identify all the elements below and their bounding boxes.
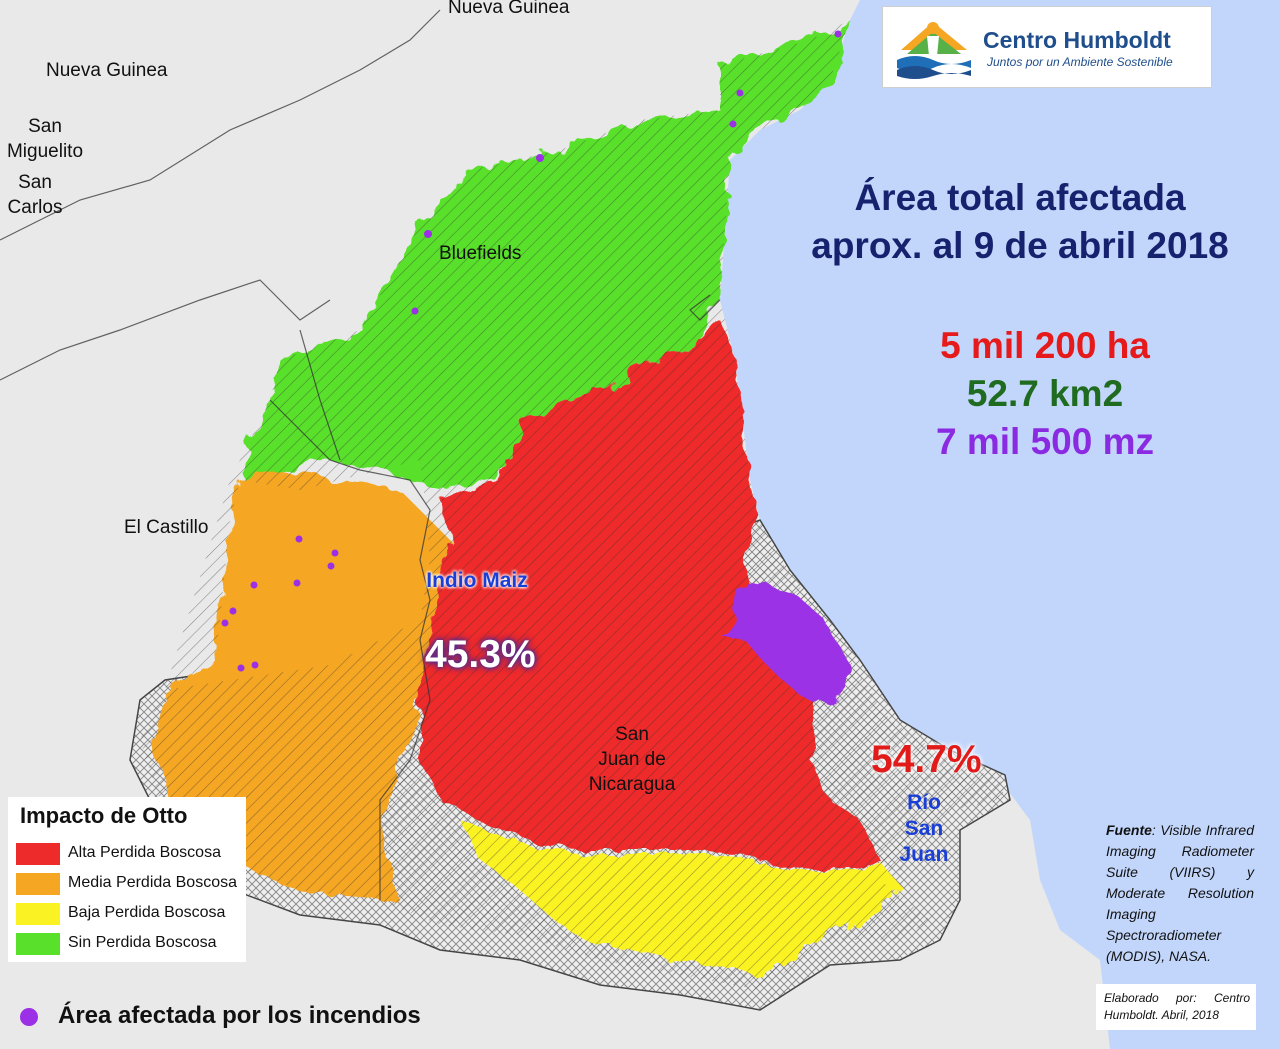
place-san-juan-de-nicaragua: San Juan de Nicaragua (588, 724, 676, 795)
legend-label: Baja Perdida Boscosa (68, 904, 226, 921)
legend-label: Alta Perdida Boscosa (68, 844, 221, 861)
source-note: Fuente: Visible Infrared Imaging Radiome… (1106, 820, 1254, 967)
source-label: Fuente (1106, 822, 1152, 838)
place-nueva-guinea: Nueva Guinea (46, 60, 168, 81)
logo-subtitle: Juntos por un Ambiente Sostenible (987, 55, 1173, 69)
place-san-carlos: San Carlos (7, 172, 63, 218)
legend-swatch-alta (16, 843, 60, 865)
legend: Impacto de Otto Alta Perdida Boscosa Med… (8, 797, 246, 962)
place-bluefields: Bluefields (439, 243, 522, 264)
fire-dot-icon (20, 1008, 38, 1026)
stat-km2: 52.7 km2 (966, 373, 1124, 414)
legend-swatch-baja (16, 903, 60, 925)
place-el-castillo: El Castillo (124, 517, 209, 538)
reserve-rio-san-juan: Río San Juan (899, 791, 949, 866)
stat-hectares: 5 mil 200 ha (940, 325, 1150, 366)
pct-rio-san-juan: 54.7% (871, 738, 982, 781)
fire-points (221, 30, 842, 672)
credit-text: Elaborado por: Centro Humboldt. Abril, 2… (1104, 991, 1250, 1022)
legend-label: Sin Perdida Boscosa (68, 934, 217, 951)
legend-swatch-sin (16, 933, 60, 955)
reserve-indio-maiz: Indio Maiz (426, 569, 528, 592)
legend-label: Media Perdida Boscosa (68, 874, 237, 891)
legend-swatch-media (16, 873, 60, 895)
legend-title: Impacto de Otto (20, 803, 188, 828)
source-text: : Visible Infrared Imaging Radiometer Su… (1106, 822, 1254, 964)
place-nueva-guinea-top: Nueva Guinea (448, 0, 570, 18)
logo-title: Centro Humboldt (983, 27, 1171, 53)
pct-indio-maiz: 45.3% (425, 633, 536, 676)
headline-line1: Área total afectada (854, 177, 1186, 218)
borders (0, 9, 721, 900)
logo-box: Centro Humboldt Juntos por un Ambiente S… (882, 6, 1212, 88)
fire-legend-label: Área afectada por los incendios (58, 1002, 421, 1029)
stat-manzanas: 7 mil 500 mz (935, 421, 1154, 462)
fire-cluster (720, 586, 850, 707)
headline-line2: aprox. al 9 de abril 2018 (811, 225, 1229, 266)
credit-box: Elaborado por: Centro Humboldt. Abril, 2… (1096, 984, 1256, 1030)
centro-humboldt-logo-icon (897, 22, 971, 79)
place-san-miguelito: San Miguelito (6, 116, 84, 162)
